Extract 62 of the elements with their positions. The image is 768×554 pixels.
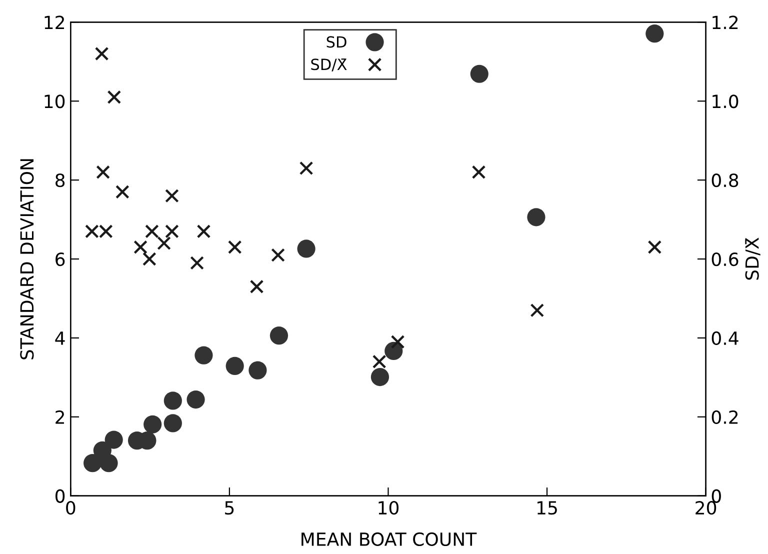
legend-label: SD/X̄ <box>311 58 347 72</box>
point <box>84 454 102 472</box>
y2-tick-label: 0.8 <box>712 174 738 188</box>
y-tick-label: 4 <box>55 332 65 345</box>
point <box>470 64 488 83</box>
y-tick-label: 2 <box>56 410 64 424</box>
point <box>472 165 486 180</box>
point <box>134 240 148 254</box>
y2-tick-label: 0 <box>712 489 721 503</box>
point <box>530 303 544 318</box>
y2-tick-label: 0.6 <box>712 252 738 266</box>
y-axis-title: STANDARD DEVIATION <box>20 159 34 360</box>
point <box>196 224 211 238</box>
point <box>299 161 314 176</box>
point <box>270 326 288 345</box>
y-tick-label: 0 <box>56 489 65 503</box>
point <box>107 90 122 104</box>
x-tick-label: 10 <box>378 501 399 515</box>
point <box>372 354 386 369</box>
y2-tick-label: 1.0 <box>712 94 738 108</box>
point <box>646 24 664 43</box>
point <box>297 240 316 258</box>
point <box>186 390 205 409</box>
point <box>165 188 179 203</box>
x-tick-label: 15 <box>538 501 557 515</box>
point <box>96 165 110 180</box>
point <box>527 208 546 226</box>
point <box>370 368 390 386</box>
point <box>190 256 204 270</box>
point <box>164 414 182 432</box>
point <box>116 184 130 199</box>
point <box>228 240 242 254</box>
y-tick-label: 10 <box>44 94 65 108</box>
point <box>250 280 264 294</box>
point <box>100 454 118 472</box>
point <box>390 334 405 349</box>
y2-tick-label: 0.2 <box>712 410 738 424</box>
y2-tick-label: 1.2 <box>712 16 738 30</box>
x-tick-label: 20 <box>696 501 716 515</box>
point <box>648 240 662 254</box>
point <box>165 224 179 238</box>
y-tick-label: 6 <box>56 252 65 266</box>
point <box>157 236 171 250</box>
point <box>271 248 285 262</box>
legend-label: SD <box>326 36 346 48</box>
y-tick-label: 12 <box>44 16 64 30</box>
point <box>226 356 244 376</box>
point <box>142 252 156 266</box>
point <box>94 46 109 61</box>
y2-tick-label: 0.4 <box>712 331 738 346</box>
point <box>194 346 213 364</box>
x-axis-title: MEAN BOAT COUNT <box>302 532 477 546</box>
x-tick-label: 0 <box>66 501 76 515</box>
point <box>144 415 162 434</box>
point <box>164 392 182 410</box>
x-tick-label: 5 <box>225 501 234 515</box>
y-tick-label: 8 <box>56 174 65 188</box>
point <box>104 430 123 449</box>
point <box>145 224 159 238</box>
y2-axis-title: SD/X̄ <box>745 238 760 280</box>
point <box>248 361 267 380</box>
point <box>384 342 403 360</box>
